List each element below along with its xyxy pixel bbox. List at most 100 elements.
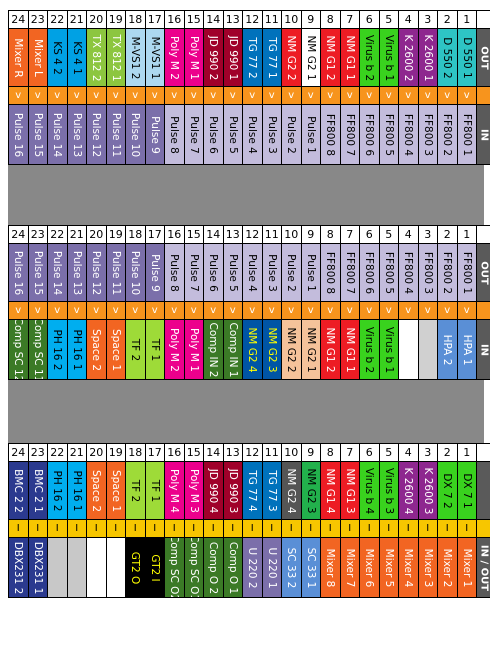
normal-arrow: v [222,86,243,105]
channel-number: 13 [222,225,243,244]
patch-label: Mixer 3 [417,537,438,598]
patch-label: Comp IN 1 [222,319,243,380]
patch-label: TX 812 2 [86,28,107,87]
section-divider [8,380,484,443]
patch-label: Poly M 2 [164,319,185,380]
channel-number: 9 [300,10,321,29]
patch-label: DX 7 2 [437,461,458,520]
channel-number: 8 [320,10,341,29]
patch-label: FF800 3 [417,104,438,165]
patch-label: Space 1 [105,319,126,380]
channel-number: 2 [437,225,458,244]
patch-label: NM G2 2 [281,319,302,380]
patch-label: NM G1 1 [339,319,360,380]
normal-arrow: v [183,86,204,105]
patch-label: Pulse 14 [47,243,68,302]
patch-label-text: TF 2 [129,479,142,502]
side-label-text: IN [478,128,490,141]
normal-arrow: I [378,519,399,538]
patch-label: FF800 7 [339,104,360,165]
patch-label: K 2600 4 [398,461,419,520]
patch-label: Mixer R [8,28,29,87]
patch-label: FF800 7 [339,243,360,302]
patch-label-text: Virus b 2 [363,326,376,373]
patch-label-text: Pulse 13 [70,112,83,157]
normal-arrow: I [144,519,165,538]
patch-label: Pulse 4 [242,243,263,302]
patch-label: NM G2 2 [281,28,302,87]
patch-label: NM G2 4 [242,319,263,380]
patch-label-text: Pulse 12 [90,112,103,157]
channel-number: 14 [203,443,224,462]
patch-label-text: Space 2 [90,469,103,512]
channel-number: 3 [417,10,438,29]
normal-arrow: v [47,86,68,105]
patch-label: SC 33 2 [281,537,302,598]
patch-label: Pulse 6 [203,243,224,302]
patch-label-text: GT2 I [148,553,161,582]
patch-label: TF 2 [125,461,146,520]
patch-label: Pulse 10 [125,243,146,302]
patch-label: KS 4 2 [47,28,68,87]
normal-arrow: I [398,519,419,538]
patch-label: Comp SC O2 [164,537,185,598]
channel-number: 4 [398,443,419,462]
normal-arrow: v [359,301,380,320]
patch-label: Pulse 5 [222,104,243,165]
patch-label-text: D 550 1 [460,36,473,79]
patch-label-text: NM G2 4 [285,467,298,514]
normal-arrow: v [144,301,165,320]
patch-label: TF 1 [144,461,165,520]
patch-label: Mixer 8 [320,537,341,598]
patch-label-text: Pulse 9 [148,253,161,292]
channel-number: 14 [203,225,224,244]
channel-number: 9 [300,225,321,244]
patch-label-text: Pulse 2 [285,253,298,292]
normal-arrow: I [47,519,68,538]
patch-label-text: FF800 2 [441,251,454,294]
channel-number: 11 [261,10,282,29]
patch-label: Pulse 15 [27,104,48,165]
patch-label-text: NM G1 3 [343,467,356,514]
patch-label-text: K 2600 1 [421,34,434,81]
side-label-text: IN / OUT [478,544,490,591]
patch-label-text: PH 16 2 [51,329,64,370]
channel-number: 21 [66,10,87,29]
normal-arrow: v [8,86,29,105]
patch-label-text: Mixer 5 [382,548,395,587]
patch-label-text: K 2600 3 [421,467,434,514]
patch-label: Pulse 7 [183,104,204,165]
patch-label-text: Pulse 11 [109,250,122,295]
side-label: OUT [476,28,490,87]
normal-arrow: v [281,86,302,105]
channel-number: 17 [144,443,165,462]
patch-label: DX 7 1 [456,461,477,520]
patch-label: Pulse 7 [183,243,204,302]
side-label: IN / OUT [476,537,490,598]
channel-number: 12 [242,443,263,462]
patch-label: TX 812 1 [105,28,126,87]
side-spacer [476,225,490,244]
patch-label: TG 77 4 [242,461,263,520]
channel-number: 6 [359,10,380,29]
patch-label: Pulse 13 [66,243,87,302]
channel-number: 4 [398,225,419,244]
patch-label-text: NM G1 1 [343,326,356,373]
patch-label: Pulse 1 [300,104,321,165]
patch-label-text: Pulse 14 [51,112,64,157]
patch-label: PH 16 1 [66,461,87,520]
channel-number: 20 [86,443,107,462]
patch-label: K 2600 1 [417,28,438,87]
normal-arrow: v [164,301,185,320]
patch-label-text: Mixer 4 [402,548,415,587]
channel-number: 13 [222,10,243,29]
patch-label: PH 16 2 [47,461,68,520]
normal-arrow: v [300,86,321,105]
patch-label-text: NM G2 3 [265,326,278,373]
channel-number: 18 [125,225,146,244]
channel-number: 15 [183,443,204,462]
patch-label [47,537,68,598]
channel-number: 14 [203,10,224,29]
patch-label-text: FF800 3 [421,113,434,156]
